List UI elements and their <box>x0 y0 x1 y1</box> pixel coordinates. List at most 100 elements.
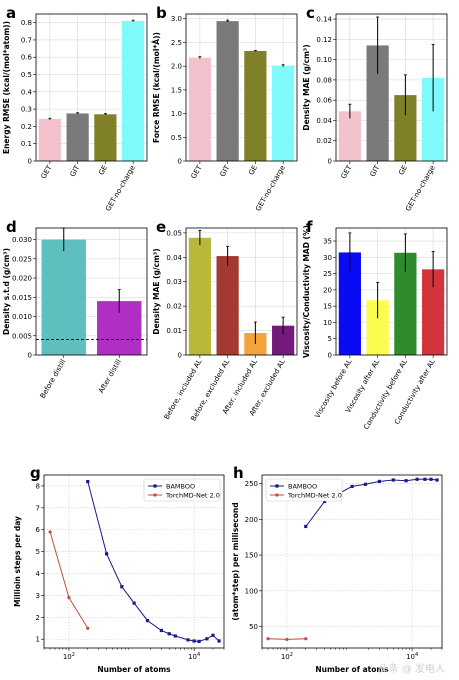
bar-4 <box>272 325 295 355</box>
series-point <box>145 619 150 623</box>
series-point <box>304 524 308 529</box>
bar-1 <box>338 252 361 355</box>
x-tick-label: GET-no-charge <box>404 164 437 213</box>
bar-3 <box>244 50 267 162</box>
panel-a: a 0 0.1 0.2 0.3 0.4 0.5 0.6 0.7 0.8 GET GIT GEGET-no… <box>2 4 148 213</box>
y-tick-label: 7 <box>36 504 40 512</box>
x-tick-label: GET <box>40 163 54 180</box>
y-tick-label: 0.08 <box>316 76 332 84</box>
y-tick-label: 0.7 <box>21 36 32 44</box>
series-point <box>132 601 136 605</box>
y-tick-label: 0.02 <box>166 303 182 311</box>
y-tick-label: 6 <box>36 526 41 534</box>
x-axis-label: Number of atoms <box>97 665 171 674</box>
y-axis-label: Viscosity/Conductivity MAD (%) <box>302 225 311 358</box>
y-tick-label: 3.0 <box>171 15 182 23</box>
y-tick-label: 0 <box>328 352 332 360</box>
y-tick-label: 2.5 <box>171 39 182 47</box>
y-tick-label: 0.2 <box>21 123 32 131</box>
bar-2 <box>216 256 239 355</box>
y-tick-label: 50 <box>249 623 258 631</box>
series-point <box>67 596 71 600</box>
y-axis-label: Density s.t.d (g/cm³) <box>2 248 11 335</box>
bar-4 <box>122 20 145 161</box>
x-tick-label: 102 <box>63 652 75 661</box>
legend-label: TorchMD-Net 2.0 <box>165 491 220 499</box>
y-tick-label: 0.010 <box>12 313 32 321</box>
x-tick-label: 104 <box>406 652 418 661</box>
x-tick-label: Before distill <box>39 358 68 400</box>
y-axis-label: (atom*step) per millisecond <box>231 502 240 620</box>
y-tick-label: 20 <box>323 286 332 294</box>
panel-c: c 0 0.02 0.04 0.06 0.08 0.10 0.12 0.14 GET GIT GEGE… <box>302 4 448 213</box>
legend-box <box>265 478 343 502</box>
series-point <box>192 639 196 643</box>
y-tick-label: 0.05 <box>166 229 182 237</box>
y-axis-label: Density MAE (g/cm³) <box>302 44 311 130</box>
x-tick-label: GIT <box>369 163 382 178</box>
plot-frame <box>35 13 148 162</box>
watermark-text: 头条 @ 发电人 <box>379 662 445 675</box>
x-tick-label: GIT <box>219 163 232 178</box>
bar-3 <box>394 252 417 355</box>
series-point <box>323 499 327 504</box>
plot-frame <box>35 227 148 356</box>
y-tick-label: 5 <box>328 335 332 343</box>
x-tick-label: GE <box>97 164 109 177</box>
y-axis-label: Force RMSE (kcal/(mol*Å)) <box>152 32 161 143</box>
x-tick-label: GET-no-charge <box>104 164 137 213</box>
series-point <box>205 637 209 641</box>
y-tick-label: 0.04 <box>166 254 182 262</box>
plot-frame <box>335 13 448 162</box>
y-tick-label: 0.03 <box>166 278 182 286</box>
series-point <box>415 477 419 481</box>
y-tick-label: 0.005 <box>12 332 32 340</box>
y-tick-label: 0.02 <box>316 137 332 145</box>
y-tick-label: 0.6 <box>21 54 33 62</box>
series-point <box>363 482 368 486</box>
y-tick-label: 0.025 <box>12 255 32 263</box>
series-point <box>435 478 439 482</box>
y-tick-label: 250 <box>245 480 258 488</box>
bar-1 <box>188 57 211 161</box>
plot-frame <box>335 227 448 356</box>
series-point <box>266 637 270 641</box>
y-tick-label: 2 <box>36 614 40 622</box>
y-tick-label: 2.0 <box>171 63 182 71</box>
x-tick-label: After distill <box>97 358 123 395</box>
y-tick-label: 35 <box>323 238 332 246</box>
panel-b: b 0 0.5 1.0 1.5 2.0 2.5 3.0 GET GIT GEGET-no-charg… <box>152 4 298 213</box>
bar-2 <box>366 300 389 355</box>
plot-frame <box>185 227 298 356</box>
series-point <box>86 626 90 630</box>
panel-label-e: e <box>156 218 166 236</box>
y-tick-label: 3 <box>36 592 40 600</box>
series-point <box>211 633 215 637</box>
panel-label-b: b <box>156 4 167 22</box>
series-point <box>423 477 427 481</box>
legend-swatch-marker <box>275 484 279 488</box>
series-point <box>120 585 124 589</box>
series-point <box>377 479 381 484</box>
legend-label: BAMBOO <box>288 482 317 490</box>
legend-swatch-marker <box>153 484 157 488</box>
series-point <box>350 484 354 489</box>
y-tick-label: 1.5 <box>171 86 182 94</box>
y-tick-label: 0 <box>28 352 32 360</box>
y-tick-label: 25 <box>323 270 332 278</box>
x-tick-label: GIT <box>69 163 82 178</box>
y-tick-label: 15 <box>323 303 332 311</box>
plot-frame <box>261 474 443 649</box>
y-tick-label: 0.06 <box>316 97 332 105</box>
legend-label: TorchMD-Net 2.0 <box>287 491 342 499</box>
panel-label-f: f <box>306 218 313 236</box>
y-axis-label: Millioin steps per day <box>13 516 22 607</box>
y-tick-label: 4 <box>36 570 41 578</box>
bar-4 <box>422 269 445 355</box>
series-point <box>86 479 90 484</box>
y-axis-label: Density MAE (g/cm³) <box>152 248 161 334</box>
series-point <box>304 637 308 641</box>
